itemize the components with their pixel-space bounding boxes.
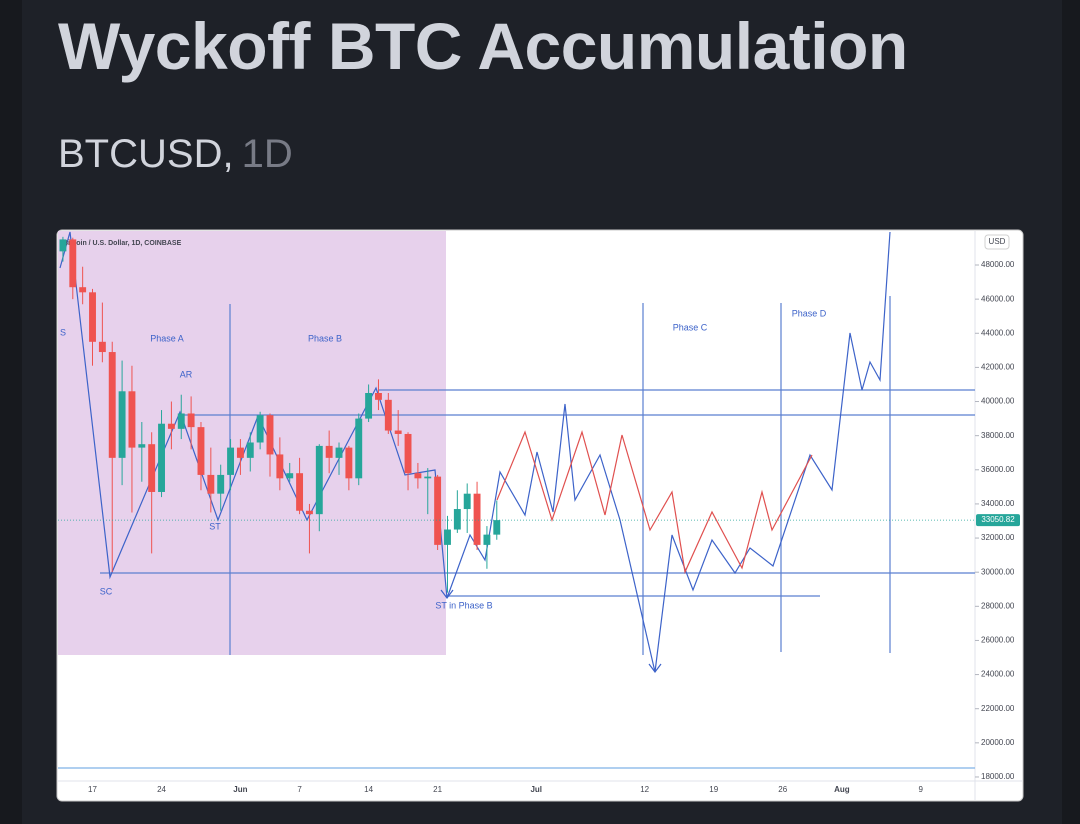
candle-body	[365, 393, 373, 419]
x-tick-label: Jun	[233, 785, 247, 794]
idea-subtitle: BTCUSD, 1D	[58, 132, 293, 177]
x-tick-label: 7	[297, 785, 302, 794]
candle-body	[138, 444, 146, 448]
x-tick-label: 26	[778, 785, 787, 794]
y-tick-label: 24000.00	[981, 670, 1015, 679]
last-price-tag	[976, 514, 1020, 527]
projection-red	[496, 429, 813, 575]
candle-body	[108, 352, 116, 458]
candle-body	[375, 393, 382, 400]
candle-body	[305, 510, 313, 515]
annotation: Phase C	[673, 322, 708, 332]
annotation: S	[60, 327, 66, 337]
candle-body	[236, 447, 244, 458]
y-tick-label: 32000.00	[981, 533, 1015, 542]
y-tick-label: 48000.00	[981, 260, 1015, 269]
x-tick-label: 12	[640, 785, 649, 794]
y-tick-label: 30000.00	[981, 567, 1015, 576]
candle-body	[296, 473, 304, 511]
x-tick-label: 21	[433, 785, 442, 794]
candle-body	[355, 418, 363, 479]
annotation: ST	[209, 521, 221, 531]
idea-title: Wyckoff BTC Accumulation	[58, 9, 908, 83]
projection-blue	[446, 231, 891, 673]
candle-body	[424, 476, 432, 479]
arrow-head	[648, 663, 662, 673]
candle-body	[473, 493, 481, 545]
candle-body	[384, 399, 392, 431]
candle-body	[167, 423, 175, 429]
candle-body	[246, 442, 254, 458]
x-tick-label: 14	[364, 785, 373, 794]
annotation: Phase A	[150, 333, 184, 343]
y-tick-label: 36000.00	[981, 465, 1015, 474]
y-tick-label: 20000.00	[981, 738, 1015, 747]
candle-body	[148, 444, 156, 492]
candle-body	[187, 413, 195, 428]
x-tick-label: 17	[88, 785, 97, 794]
y-tick-label: 28000.00	[981, 601, 1015, 610]
annotation: Phase D	[792, 308, 827, 318]
candle-body	[345, 447, 353, 479]
x-tick-label: Jul	[530, 785, 542, 794]
y-tick-label: 44000.00	[981, 328, 1015, 337]
candle-body	[197, 427, 205, 475]
candle-body	[276, 454, 284, 479]
candle-body	[177, 413, 185, 429]
candle-body	[59, 239, 67, 252]
candle-body	[128, 391, 136, 448]
y-tick-label: 40000.00	[981, 397, 1015, 406]
candle-body	[79, 287, 87, 293]
x-tick-label: 9	[919, 785, 924, 794]
candle-body	[493, 520, 501, 535]
candle-body	[335, 447, 343, 458]
candle-body	[414, 473, 422, 479]
y-tick-label: 18000.00	[981, 772, 1015, 781]
candle-body	[207, 474, 215, 494]
annotation: Phase B	[308, 333, 342, 343]
currency-box	[984, 234, 1010, 250]
candle-body	[227, 447, 235, 475]
candle-body	[69, 239, 77, 288]
symbol: BTCUSD,	[58, 132, 234, 176]
candle-body	[404, 433, 412, 474]
y-tick-label: 26000.00	[981, 636, 1015, 645]
candle-body	[89, 292, 96, 342]
x-tick-label: 19	[709, 785, 718, 794]
y-tick-label: 42000.00	[981, 363, 1015, 372]
candle-body	[463, 493, 471, 510]
candle-body	[315, 445, 323, 515]
y-tick-label: 22000.00	[981, 704, 1015, 713]
annotation: AR	[180, 369, 193, 379]
chart-title: Bitcoin / U.S. Dollar, 1D, COINBASE	[63, 240, 182, 247]
candle-body	[118, 391, 126, 458]
candle-body	[217, 474, 225, 494]
x-tick-label: 24	[157, 785, 166, 794]
candle-body	[434, 476, 442, 545]
candle-body	[98, 341, 106, 353]
candle-body	[286, 473, 294, 479]
candle-body	[256, 415, 264, 443]
last-price-label: 33050.82	[981, 515, 1015, 524]
candle-body	[444, 529, 451, 545]
y-tick-label: 34000.00	[981, 499, 1015, 508]
candle-body	[394, 430, 402, 434]
y-tick-label: 46000.00	[981, 294, 1015, 303]
x-tick-label: Aug	[834, 785, 850, 794]
candle-body	[325, 445, 333, 458]
candle-body	[483, 534, 491, 545]
annotation: ST in Phase B	[435, 600, 492, 610]
annotation: SC	[100, 586, 113, 596]
candle-body	[158, 423, 165, 492]
currency: USD	[989, 237, 1006, 246]
y-tick-label: 38000.00	[981, 431, 1015, 440]
candle-body	[266, 415, 274, 455]
candle-body	[453, 509, 461, 530]
interval: 1D	[241, 132, 293, 176]
